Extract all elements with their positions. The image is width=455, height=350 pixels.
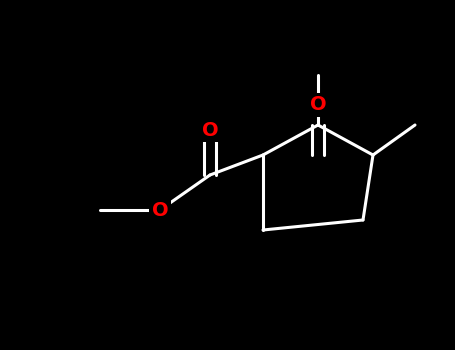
Text: O: O: [310, 96, 326, 114]
Text: O: O: [202, 120, 218, 140]
Text: O: O: [152, 201, 168, 219]
